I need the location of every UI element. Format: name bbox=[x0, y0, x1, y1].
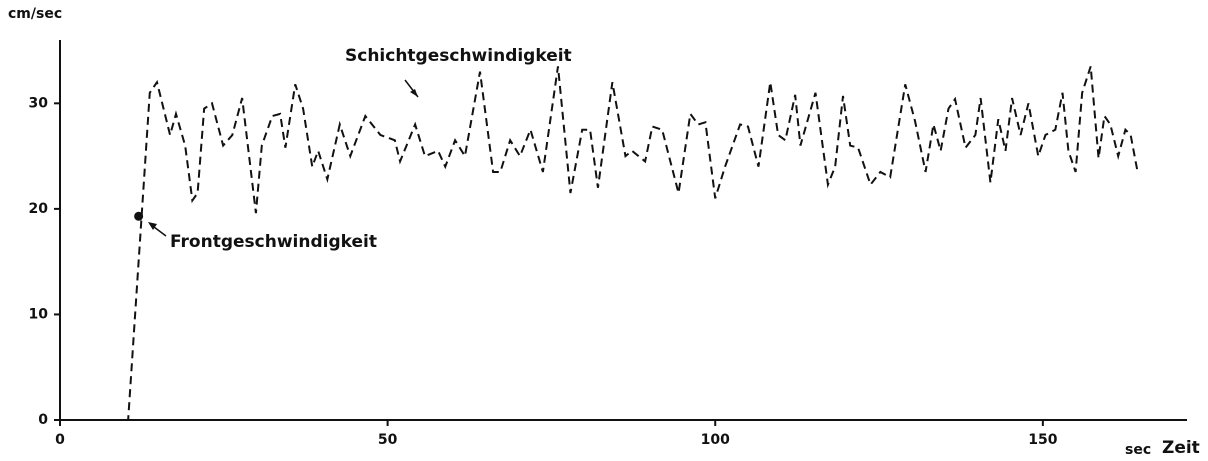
annotation-arrowhead bbox=[148, 222, 157, 230]
y-tick-label: 20 bbox=[29, 201, 49, 217]
y-tick-label: 10 bbox=[29, 306, 49, 322]
y-axis-label: cm/sec bbox=[8, 6, 62, 22]
x-tick-label: 0 bbox=[55, 432, 65, 448]
annotation-arrowhead bbox=[410, 89, 418, 97]
x-axis-unit: sec bbox=[1125, 442, 1151, 458]
x-tick-label: 150 bbox=[1028, 432, 1057, 448]
annotation: Frontgeschwindigkeit bbox=[170, 232, 377, 252]
y-tick-label: 30 bbox=[29, 95, 49, 111]
y-tick-label: 0 bbox=[38, 412, 48, 428]
x-tick-label: 100 bbox=[701, 432, 730, 448]
x-tick-label: 50 bbox=[378, 432, 398, 448]
data-line bbox=[60, 66, 1139, 421]
front-marker bbox=[134, 211, 144, 221]
x-axis-label: Zeit bbox=[1162, 438, 1200, 458]
annotation: Schichtgeschwindigkeit bbox=[345, 46, 572, 66]
